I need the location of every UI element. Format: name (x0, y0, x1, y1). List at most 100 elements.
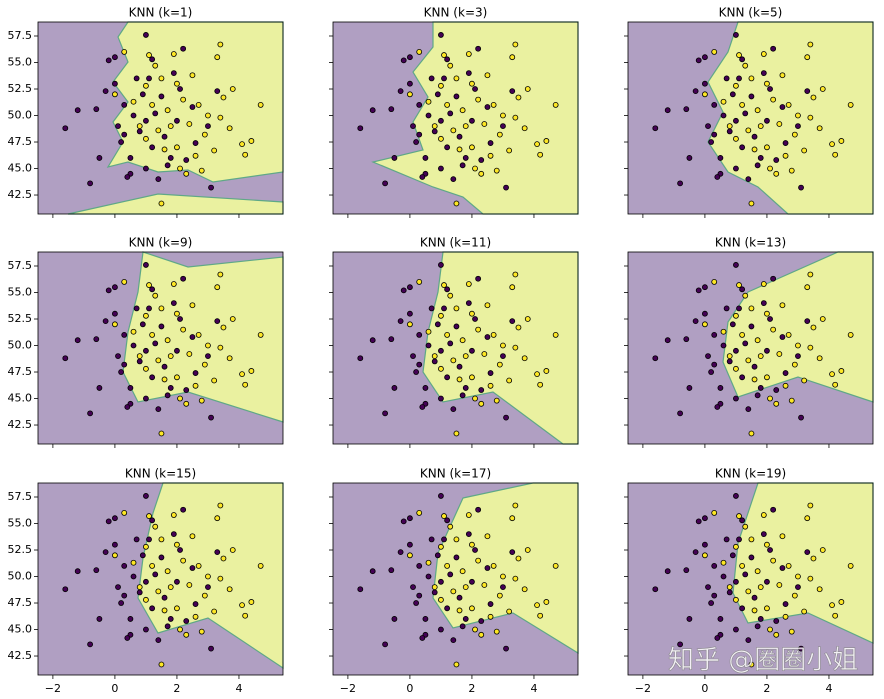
point (177, 395, 183, 402)
point (130, 98, 137, 105)
point (720, 328, 727, 335)
point (407, 80, 413, 87)
point (770, 326, 777, 333)
point (416, 361, 423, 368)
point (180, 45, 187, 52)
point (537, 381, 544, 388)
y-tick-label: 47.5 (8, 365, 33, 378)
point (369, 107, 376, 114)
point (503, 645, 509, 652)
point (785, 332, 792, 338)
point (757, 353, 764, 360)
x-tick-label: 4 (530, 682, 537, 695)
point (416, 131, 423, 138)
point (475, 506, 482, 513)
point (720, 559, 727, 566)
point (192, 382, 199, 389)
point (795, 353, 801, 360)
point (509, 54, 516, 61)
point (773, 631, 780, 638)
point (214, 515, 221, 522)
point (469, 310, 475, 317)
point (686, 385, 693, 391)
point (500, 112, 506, 119)
point (754, 107, 761, 114)
axes-frame (332, 251, 579, 445)
point (214, 549, 221, 556)
point (96, 385, 103, 391)
point (382, 641, 389, 648)
point (736, 282, 742, 288)
point (770, 45, 777, 52)
point (192, 140, 199, 146)
point (124, 174, 131, 180)
point (425, 112, 432, 119)
point (745, 357, 752, 364)
point (121, 563, 128, 569)
point (472, 165, 478, 172)
point (801, 377, 808, 384)
y-tick-label: 57.5 (8, 259, 33, 272)
x-tick-label: −2 (635, 682, 651, 695)
point (465, 281, 472, 287)
point (702, 54, 708, 61)
point (438, 626, 444, 633)
point (105, 518, 112, 525)
point (211, 147, 218, 154)
point (164, 623, 171, 630)
point (407, 515, 413, 522)
point (543, 368, 550, 374)
y-tick-label: 45.0 (8, 623, 33, 636)
point (164, 162, 171, 169)
point (711, 509, 718, 516)
point (388, 106, 395, 113)
point (127, 616, 134, 622)
point (726, 589, 733, 596)
point (167, 123, 174, 130)
point (702, 310, 708, 317)
point (733, 312, 739, 319)
point (788, 628, 795, 635)
point (717, 155, 724, 161)
point (779, 72, 786, 79)
point (410, 584, 416, 591)
point (695, 518, 702, 525)
point (742, 571, 749, 578)
point (764, 117, 770, 124)
point (733, 578, 739, 585)
point (829, 371, 835, 378)
point (416, 509, 423, 516)
point (847, 332, 854, 338)
point (733, 395, 739, 402)
point (770, 96, 777, 103)
point (155, 406, 162, 413)
point (217, 502, 224, 509)
point (170, 300, 177, 307)
point (413, 139, 420, 145)
point (748, 305, 755, 312)
point (450, 406, 457, 413)
point (702, 91, 708, 98)
point (170, 531, 177, 538)
point (714, 635, 721, 641)
point (242, 151, 249, 158)
x-tick-label: −2 (45, 682, 61, 695)
point (748, 430, 755, 437)
point (739, 563, 746, 569)
point (400, 518, 407, 525)
point (189, 334, 196, 340)
point (804, 318, 811, 325)
point (742, 62, 749, 69)
point (431, 584, 438, 591)
point (431, 123, 438, 130)
point (779, 533, 786, 540)
point (748, 75, 755, 82)
point (552, 332, 559, 338)
point (754, 623, 761, 630)
point (692, 88, 699, 95)
point (552, 102, 559, 108)
point (388, 336, 395, 343)
point (816, 355, 823, 362)
y-tick-label: 47.5 (8, 596, 33, 609)
point (444, 517, 451, 524)
